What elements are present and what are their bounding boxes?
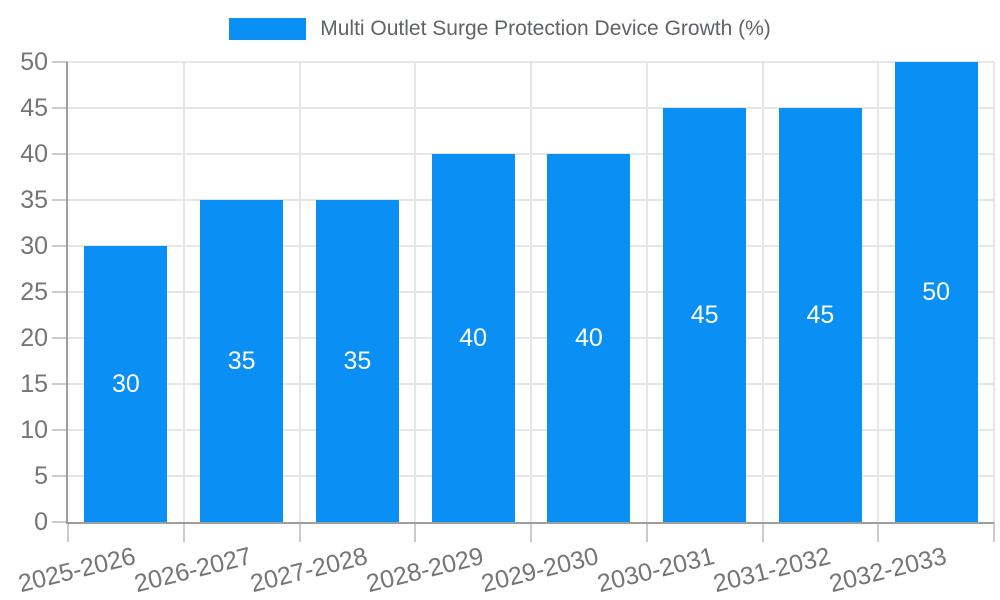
bar-2027-2028[interactable]: [315, 200, 399, 522]
bar-value-label: 35: [343, 347, 372, 375]
y-tick-mark: [52, 429, 68, 431]
x-tick-mark: [761, 522, 764, 542]
y-tick-mark: [52, 61, 68, 63]
bar-value-label: 40: [574, 324, 603, 352]
bar-2026-2027[interactable]: [200, 200, 284, 522]
v-gridline: [993, 62, 995, 522]
x-tick-label-2025-2026: 2025-2026: [15, 542, 139, 599]
bar-2029-2030[interactable]: [547, 154, 631, 522]
x-tick-mark: [67, 522, 69, 542]
y-tick-mark: [52, 153, 68, 155]
bar-value-label: 45: [690, 301, 719, 329]
x-tick-label-2030-2031: 2030-2031: [594, 542, 718, 599]
bar-2028-2029[interactable]: [431, 154, 515, 522]
bar-2031-2032[interactable]: [778, 108, 862, 522]
y-tick-label: 25: [20, 278, 48, 306]
v-gridline: [530, 62, 532, 522]
y-tick-label: 50: [20, 48, 48, 76]
y-tick-label: 30: [20, 232, 48, 260]
y-tick-mark: [52, 383, 68, 385]
x-tick-mark: [877, 522, 880, 542]
bar-2032-2033[interactable]: [894, 62, 978, 522]
y-tick-mark: [52, 107, 68, 109]
bar-value-label: 45: [806, 301, 835, 329]
y-tick-label: 0: [34, 508, 48, 536]
y-tick-label: 20: [20, 324, 48, 352]
bar-value-label: 40: [459, 324, 488, 352]
legend-swatch: [229, 18, 307, 40]
y-tick-mark: [52, 337, 68, 339]
bar-value-label: 50: [922, 278, 951, 306]
y-tick-label: 45: [20, 94, 48, 122]
bar-2030-2031[interactable]: [663, 108, 747, 522]
v-gridline: [182, 62, 185, 522]
y-tick-label: 15: [20, 370, 48, 398]
y-tick-mark: [52, 521, 68, 523]
v-gridline: [414, 62, 417, 522]
y-tick-label: 10: [20, 416, 48, 444]
y-axis-line: [66, 62, 68, 522]
v-gridline: [761, 62, 764, 522]
v-gridline: [298, 62, 301, 522]
x-tick-label-2032-2033: 2032-2033: [826, 542, 949, 599]
y-tick-label: 40: [20, 140, 48, 168]
y-tick-mark: [52, 475, 68, 477]
v-gridline: [645, 62, 648, 522]
x-tick-label-2026-2027: 2026-2027: [131, 542, 255, 599]
chart-legend: Multi Outlet Surge Protection Device Gro…: [0, 17, 1000, 41]
y-tick-mark: [52, 199, 68, 201]
x-tick-label-2029-2030: 2029-2030: [478, 542, 602, 599]
y-tick-label: 5: [34, 462, 48, 490]
x-tick-mark: [530, 522, 532, 542]
y-tick-label: 35: [20, 186, 48, 214]
x-tick-mark: [182, 522, 185, 542]
x-tick-mark: [645, 522, 648, 542]
y-tick-mark: [52, 245, 68, 247]
x-tick-label-2027-2028: 2027-2028: [247, 542, 371, 599]
x-tick-mark: [993, 522, 995, 542]
bar-value-label: 30: [111, 370, 140, 398]
x-tick-label-2028-2029: 2028-2029: [363, 542, 486, 599]
y-tick-mark: [52, 291, 68, 293]
legend-label: Multi Outlet Surge Protection Device Gro…: [320, 17, 771, 40]
x-tick-mark: [414, 522, 417, 542]
x-axis-line: [66, 522, 994, 524]
x-tick-mark: [298, 522, 301, 542]
bar-value-label: 35: [227, 347, 256, 375]
v-gridline: [877, 62, 880, 522]
bar-2025-2026[interactable]: [84, 246, 168, 522]
x-tick-label-2031-2032: 2031-2032: [710, 542, 834, 599]
